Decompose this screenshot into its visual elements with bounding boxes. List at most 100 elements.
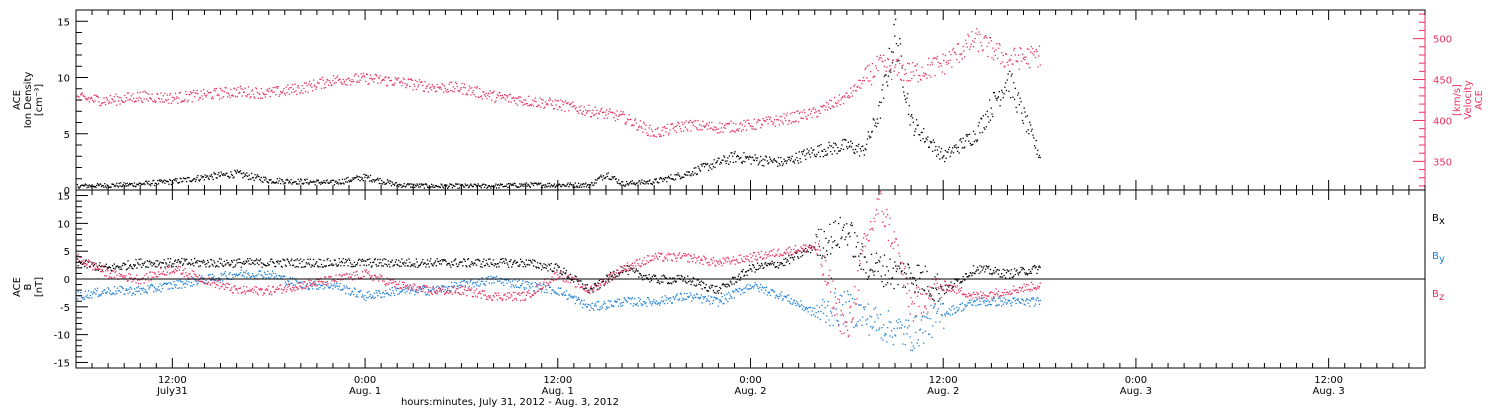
data-point [1003,274,1005,277]
data-point [359,290,361,292]
data-point [934,75,936,77]
data-point [596,179,598,181]
data-point [449,264,451,266]
data-point [1038,266,1040,268]
data-point [149,183,151,186]
data-point [356,81,358,84]
data-point [414,79,417,81]
data-point [314,263,316,266]
data-point [106,291,108,293]
data-point [939,321,941,323]
data-point [886,341,888,343]
data-point [910,115,912,117]
data-point [535,266,537,268]
data-point [610,111,613,113]
data-point [110,293,112,296]
data-point [661,275,663,277]
data-point [883,335,886,337]
data-point [275,86,278,88]
data-point [319,266,321,268]
data-point [692,174,694,176]
data-point [820,105,822,107]
data-point [223,91,225,93]
data-point [135,100,137,103]
data-point [81,260,83,262]
data-point [189,180,191,182]
data-point [130,95,132,97]
data-point [994,300,996,302]
data-point [581,113,584,115]
data-point [312,79,315,81]
data-point [1034,56,1037,59]
data-point [527,283,529,286]
data-point [589,110,591,112]
data-point [337,75,339,77]
data-point [714,129,716,131]
data-point [307,258,309,260]
data-point [359,79,361,81]
data-point [512,183,514,185]
data-point [964,140,967,142]
data-point [656,128,658,130]
data-point [761,164,763,167]
data-point [824,307,826,309]
data-point [933,305,935,308]
data-point [216,265,218,267]
data-point [200,90,202,92]
data-point [625,123,627,125]
data-point [536,262,539,264]
data-point [491,99,493,101]
data-point [268,179,270,181]
data-point [345,292,347,295]
data-point [327,182,329,184]
data-point [324,83,326,85]
data-point [638,181,640,183]
data-point [496,275,498,278]
data-point [152,100,154,102]
data-point [650,301,652,303]
data-point [665,131,667,133]
data-point [218,94,220,97]
data-point [812,307,814,309]
data-point [84,184,86,186]
data-point [697,279,699,281]
data-point [579,109,581,111]
data-point [428,266,430,268]
data-point [441,184,443,186]
data-point [193,270,195,273]
data-point [142,287,144,289]
data-point [1006,269,1008,271]
data-point [442,84,444,86]
data-point [936,149,939,151]
data-point [782,298,784,300]
data-point [235,172,238,174]
data-point [78,96,80,98]
data-point [451,281,453,284]
data-point [217,284,219,286]
data-point [263,176,265,178]
data-point [500,258,502,260]
data-point [290,260,292,262]
data-point [141,287,143,290]
data-point [263,93,265,95]
data-point [524,103,526,105]
data-point [1038,154,1041,157]
data-point [515,284,517,286]
data-point [506,282,508,284]
data-point [832,146,834,149]
data-point [371,296,373,298]
data-point [773,119,776,121]
data-point [911,276,914,279]
data-point [310,283,312,285]
data-point [353,80,355,83]
data-point [269,277,271,279]
data-point [490,275,492,277]
data-point [344,80,346,82]
data-point [1011,301,1013,303]
data-point [119,103,121,105]
data-point [460,184,462,186]
data-point [642,182,645,185]
data-point [141,289,144,291]
data-point [760,159,763,162]
data-point [1039,266,1041,269]
